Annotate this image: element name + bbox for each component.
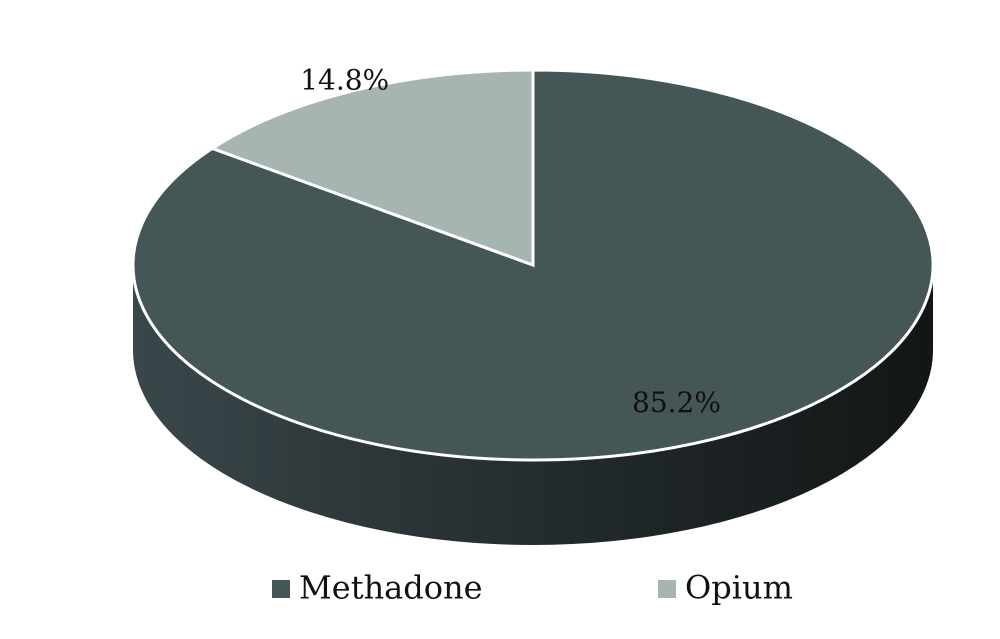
pie-side [133, 265, 933, 545]
legend-marker [272, 580, 290, 598]
legend-label: Methadone [299, 569, 483, 607]
legend-label: Opium [685, 569, 793, 607]
legend-marker [658, 580, 676, 598]
data-label: 85.2% [632, 386, 721, 419]
pie-slice [209, 68, 535, 268]
data-label: 14.8% [300, 63, 389, 96]
